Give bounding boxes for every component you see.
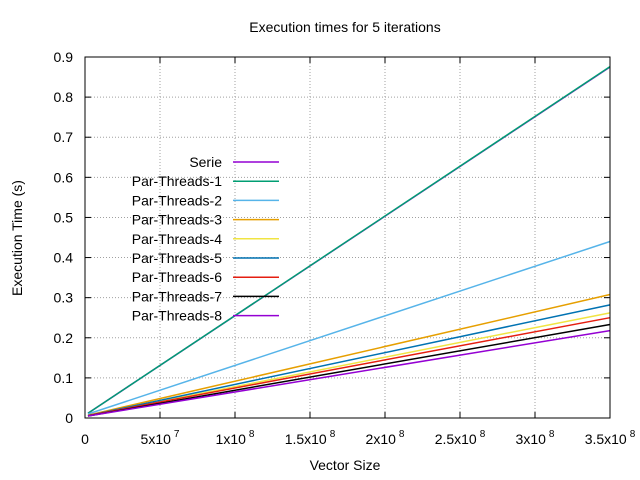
x-tick-label: 3x10 8	[516, 429, 555, 447]
legend-label: Par-Threads-3	[132, 212, 222, 228]
x-tick-label: 0	[81, 431, 89, 447]
legend-label: Par-Threads-1	[132, 173, 222, 189]
x-axis: 0 5x10 7 1x10 8 1.5x10 8 2x10 8 2.5x10 8 3x10 8 3.5x1…	[81, 57, 636, 447]
series-line-par-threads-2	[87, 240, 611, 415]
legend-label: Par-Threads-6	[132, 269, 222, 285]
x-tick-label: 3.5x10 8	[585, 429, 636, 447]
legend-label: Par-Threads-7	[132, 288, 222, 304]
series-line-par-threads-3	[87, 293, 611, 416]
x-tick-label: 5x10 7	[141, 429, 180, 447]
y-tick-label: 0.7	[54, 129, 74, 145]
y-tick-label: 0	[65, 410, 73, 426]
grid	[85, 57, 610, 418]
plot-frame	[84, 56, 611, 419]
y-tick-label: 0.9	[54, 49, 74, 65]
y-tick-label: 0.2	[54, 330, 74, 346]
series-line-par-threads-8	[87, 329, 611, 417]
y-tick-label: 0.3	[54, 290, 74, 306]
y-tick-label: 0.8	[54, 89, 74, 105]
x-tick-label: 2x10 8	[366, 429, 405, 447]
legend: Serie Par-Threads-1 Par-Threads-2 Par-Threa…	[132, 154, 279, 324]
legend-label: Par-Threads-2	[132, 192, 222, 208]
y-axis: 0 0.1 0.2 0.3 0.4 0.5 0.6 0.7 0.8 0.9	[54, 49, 610, 426]
x-tick-label: 1x10 8	[216, 429, 255, 447]
x-tick-label: 2.5x10 8	[435, 429, 486, 447]
y-tick-label: 0.5	[54, 209, 74, 225]
y-axis-label: Execution Time (s)	[9, 180, 25, 296]
x-tick-label: 1.5x10 8	[285, 429, 336, 447]
chart-title: Execution times for 5 iterations	[249, 19, 440, 35]
series-line-par-threads-7	[87, 323, 611, 417]
y-tick-label: 0.6	[54, 169, 74, 185]
x-axis-label: Vector Size	[310, 457, 381, 473]
legend-label: Par-Threads-5	[132, 250, 222, 266]
series-line-par-threads-6	[87, 316, 611, 417]
y-tick-label: 0.4	[54, 250, 74, 266]
legend-label: Par-Threads-4	[132, 231, 222, 247]
series-line-par-threads-4	[87, 312, 611, 417]
legend-label: Serie	[189, 154, 222, 170]
legend-label: Par-Threads-8	[132, 308, 222, 324]
series-line-par-threads-1	[87, 65, 611, 414]
series-line-par-threads-5	[87, 304, 611, 417]
y-tick-label: 0.1	[54, 370, 74, 386]
series-lines	[87, 65, 611, 417]
